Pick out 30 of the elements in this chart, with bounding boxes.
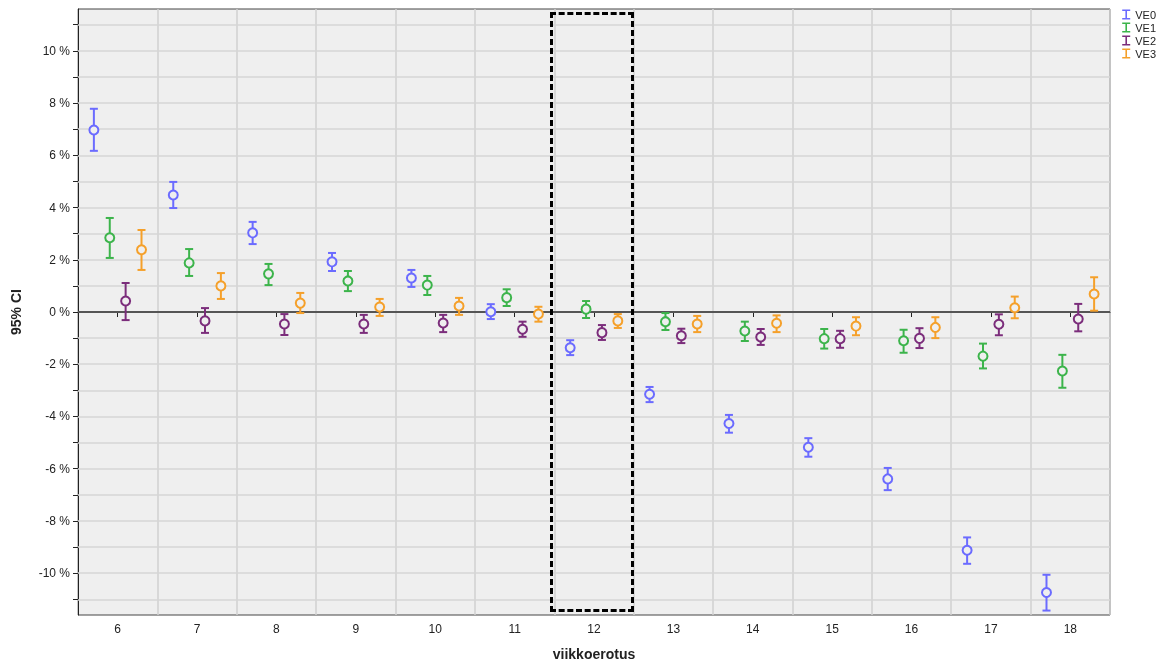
x-tick-label: 9 <box>352 622 360 636</box>
y-tick-label: 10 % <box>42 43 71 58</box>
y-axis-title: 95% CI <box>8 289 24 335</box>
y-tick-label: 4 % <box>49 200 71 215</box>
y-tick-label: -2 % <box>45 357 71 372</box>
legend-label: VE3 <box>1135 47 1157 60</box>
x-tick-label: 6 <box>114 622 122 636</box>
x-tick-label: 8 <box>273 622 281 636</box>
x-tick-label: 18 <box>1063 622 1078 636</box>
x-tick-label: 16 <box>904 622 919 636</box>
x-tick-label: 12 <box>587 622 601 636</box>
y-tick-label: 6 % <box>49 148 71 163</box>
x-axis-title: viikkoerotus <box>552 646 636 662</box>
y-tick-label: 0 % <box>49 305 71 319</box>
y-tick-label: -8 % <box>45 513 71 528</box>
y-tick-label: 2 % <box>49 252 71 267</box>
x-tick-label: 15 <box>825 622 840 636</box>
legend-label: VE0 <box>1135 8 1157 21</box>
legend-label: VE2 <box>1135 34 1157 47</box>
y-tick-label: 8 % <box>49 96 71 111</box>
x-tick-label: 17 <box>984 622 998 636</box>
x-tick-label: 10 <box>428 622 443 636</box>
x-tick-label: 11 <box>508 622 522 636</box>
y-tick-label: -10 % <box>38 566 71 581</box>
x-tick-label: 14 <box>746 622 760 636</box>
legend-label: VE1 <box>1135 21 1157 34</box>
y-tick-label: -4 % <box>45 409 71 424</box>
y-tick-label: -6 % <box>45 461 71 476</box>
x-tick-label: 7 <box>193 622 201 636</box>
x-tick-label: 13 <box>666 622 681 636</box>
